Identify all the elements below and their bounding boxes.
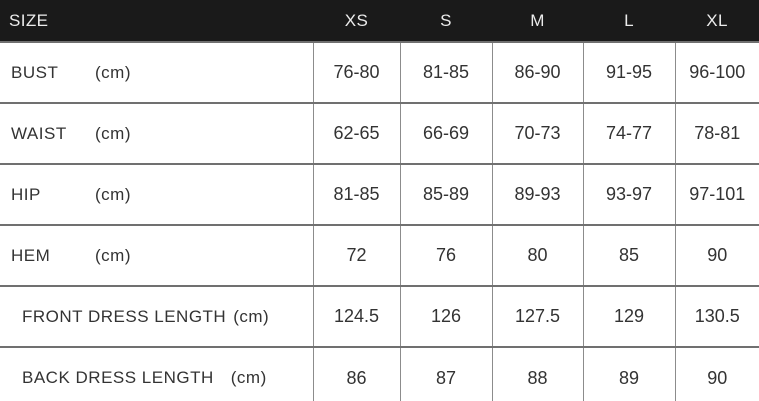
measurement-label-cell: HIP (cm) [0, 163, 313, 225]
size-value-cell-xl: 130.5 [674, 285, 759, 347]
measurement-label-cell: BACK DRESS LENGTH (cm) [0, 346, 313, 401]
size-column-header: SIZE [0, 0, 313, 42]
size-value-cell-xl: 97-101 [674, 163, 759, 225]
size-value-cell-m: 70-73 [491, 102, 583, 164]
size-value-cell-m: 88 [491, 346, 583, 401]
size-value-cell-l: 93-97 [582, 163, 675, 225]
size-value-cell-s: 76 [399, 224, 492, 286]
size-value-cell-xs: 124.5 [312, 285, 400, 347]
measurement-label: BUST (cm) [0, 63, 313, 83]
size-value-cell-xs: 86 [312, 346, 400, 401]
table-row: HEM (cm) 72 76 80 85 90 [0, 224, 759, 286]
size-value-cell-l: 91-95 [582, 41, 675, 103]
size-value-cell-s: 126 [399, 285, 492, 347]
measurement-unit: (cm) [95, 245, 131, 265]
table-row: FRONT DRESS LENGTH (cm) 124.5 126 127.5 … [0, 285, 759, 347]
measurement-unit: (cm) [95, 184, 131, 204]
measurement-unit: (cm) [95, 123, 131, 143]
size-label-header: XL [675, 0, 759, 42]
measurement-unit: (cm) [95, 62, 131, 82]
size-value-cell-xl: 90 [674, 224, 759, 286]
measurement-label: HEM (cm) [0, 246, 313, 266]
size-label-header: XS [313, 0, 400, 42]
table-row: HIP (cm) 81-85 85-89 89-93 93-97 97-101 [0, 163, 759, 225]
size-value-cell-xl: 78-81 [674, 102, 759, 164]
size-value-cell-m: 89-93 [491, 163, 583, 225]
size-value-cell-s: 66-69 [399, 102, 492, 164]
measurement-label-cell: HEM (cm) [0, 224, 313, 286]
measurement-label-cell: FRONT DRESS LENGTH (cm) [0, 285, 313, 347]
size-value-cell-s: 85-89 [399, 163, 492, 225]
size-value-cell-xl: 96-100 [674, 41, 759, 103]
size-value-cell-m: 127.5 [491, 285, 583, 347]
size-value-cell-xs: 81-85 [312, 163, 400, 225]
measurement-label: WAIST (cm) [0, 124, 313, 144]
size-label-header: S [400, 0, 492, 42]
measurement-name: HIP [11, 184, 41, 204]
table-row: BACK DRESS LENGTH (cm) 86 87 88 89 90 [0, 346, 759, 401]
measurement-label: HIP (cm) [0, 185, 313, 205]
size-label-header: M [492, 0, 583, 42]
table-header: SIZE XS S M L XL [0, 0, 759, 42]
size-value-cell-s: 87 [399, 346, 492, 401]
measurement-label: FRONT DRESS LENGTH (cm) [0, 307, 313, 327]
size-value-cell-xs: 76-80 [312, 41, 400, 103]
measurement-name: BUST [11, 62, 59, 82]
size-value-cell-l: 129 [582, 285, 675, 347]
table-row: BUST (cm) 76-80 81-85 86-90 91-95 96-100 [0, 41, 759, 103]
measurement-name: BACK DRESS LENGTH [22, 368, 214, 387]
table-body: BUST (cm) 76-80 81-85 86-90 91-95 96-100… [0, 41, 759, 401]
measurement-unit: (cm) [233, 306, 270, 326]
size-value-cell-l: 74-77 [582, 102, 675, 164]
size-value-cell-l: 85 [582, 224, 675, 286]
size-value-cell-m: 86-90 [491, 41, 583, 103]
measurement-name: HEM [11, 245, 51, 265]
measurement-label: BACK DRESS LENGTH (cm) [0, 368, 313, 388]
size-value-cell-xl: 90 [674, 346, 759, 401]
measurement-label-cell: WAIST (cm) [0, 102, 313, 164]
size-value-cell-xs: 72 [312, 224, 400, 286]
header-row: SIZE XS S M L XL [0, 0, 759, 42]
size-value-cell-l: 89 [582, 346, 675, 401]
measurement-unit: (cm) [230, 368, 267, 387]
measurement-label-cell: BUST (cm) [0, 41, 313, 103]
size-value-cell-s: 81-85 [399, 41, 492, 103]
table-row: WAIST (cm) 62-65 66-69 70-73 74-77 78-81 [0, 102, 759, 164]
measurement-name: WAIST [11, 123, 67, 143]
size-value-cell-xs: 62-65 [312, 102, 400, 164]
size-label-header: L [583, 0, 675, 42]
measurement-name: FRONT DRESS LENGTH [22, 306, 227, 326]
size-value-cell-m: 80 [491, 224, 583, 286]
